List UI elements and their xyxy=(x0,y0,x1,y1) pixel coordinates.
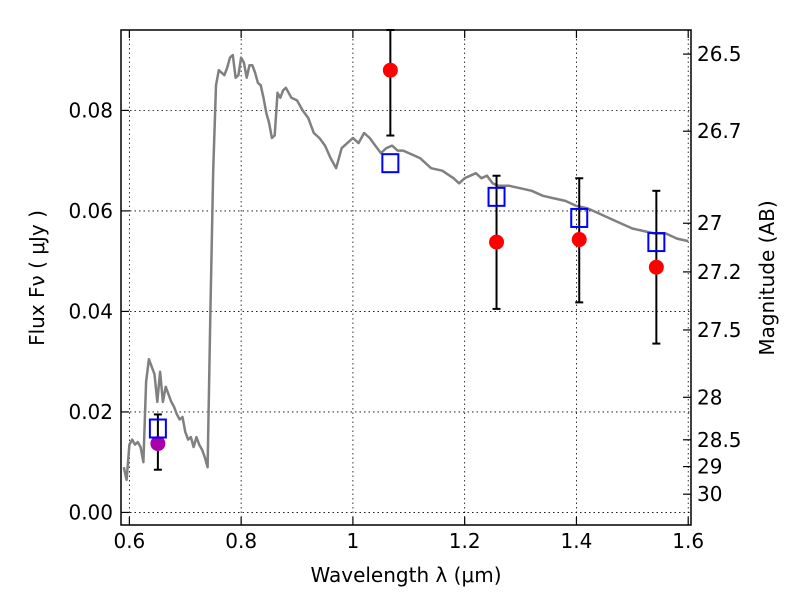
x-tick-label: 0.6 xyxy=(113,529,145,553)
right-tick-label: 26.5 xyxy=(697,42,742,66)
x-axis-label: Wavelength λ (μm) xyxy=(310,563,501,587)
right-tick-label: 29 xyxy=(697,455,722,479)
model-band-marker xyxy=(570,207,589,228)
x-tick-label: 0.8 xyxy=(225,529,257,553)
model-band-marker xyxy=(148,418,167,439)
grid xyxy=(121,30,691,525)
observed-point xyxy=(150,436,166,452)
observed-point xyxy=(648,259,664,275)
right-tick-label: 28 xyxy=(697,385,722,409)
model-spectrum xyxy=(122,53,689,482)
axis-ticks xyxy=(121,30,691,525)
right-tick-label: 27 xyxy=(697,211,722,235)
y-tick-label: 0.00 xyxy=(68,500,113,524)
right-tick-label: 27.5 xyxy=(697,318,742,342)
x-tick-label: 1.2 xyxy=(449,529,481,553)
observed-point xyxy=(382,62,398,78)
y-tick-label: 0.04 xyxy=(68,299,113,323)
y-tick-label: 0.08 xyxy=(68,98,113,122)
y-tick-label: 0.06 xyxy=(68,199,113,223)
model-band-marker xyxy=(487,186,506,207)
observed-point xyxy=(489,234,505,250)
plot-frame xyxy=(120,29,692,526)
x-tick-label: 1.6 xyxy=(672,529,704,553)
x-tick-label: 1 xyxy=(347,529,360,553)
model-band-marker xyxy=(381,153,400,174)
tick-labels: 0.6 0.8 1 1.2 1.4 1.6 0.00 0.02 0.04 0.06 0.08 26.5… xyxy=(68,42,741,553)
y-right-axis-label: Magnitude (AB) xyxy=(755,200,779,355)
model-band-marker xyxy=(647,232,666,253)
model-spectrum-line xyxy=(122,53,689,482)
data-points xyxy=(148,62,666,452)
right-tick-label: 27.2 xyxy=(697,260,742,284)
right-tick-label: 26.7 xyxy=(697,119,742,143)
x-tick-label: 1.4 xyxy=(561,529,593,553)
right-tick-label: 30 xyxy=(697,482,722,506)
right-tick-label: 28.5 xyxy=(697,428,742,452)
y-tick-label: 0.02 xyxy=(68,400,113,424)
y-axis-label: Flux Fν ( μJy ) xyxy=(25,210,49,346)
error-bars xyxy=(153,29,661,471)
observed-point xyxy=(571,232,587,248)
